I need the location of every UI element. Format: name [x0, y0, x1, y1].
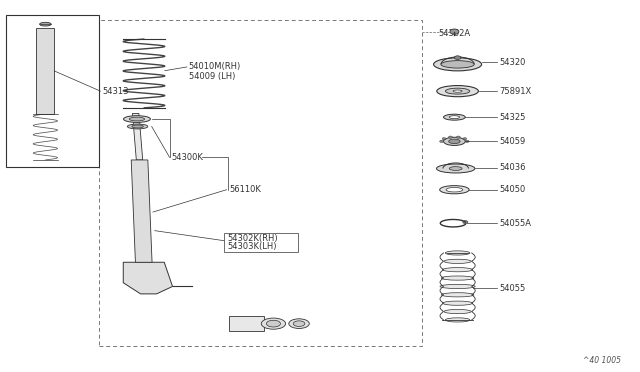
Circle shape: [450, 29, 459, 34]
Ellipse shape: [449, 167, 462, 170]
FancyBboxPatch shape: [36, 28, 54, 114]
Ellipse shape: [266, 320, 280, 327]
Ellipse shape: [434, 58, 481, 71]
Ellipse shape: [436, 164, 475, 173]
Text: 54303K(LH): 54303K(LH): [227, 242, 276, 251]
Ellipse shape: [444, 114, 465, 120]
Bar: [6, 15, 99, 167]
Ellipse shape: [293, 321, 305, 327]
Ellipse shape: [443, 301, 472, 305]
Text: 54059: 54059: [499, 137, 525, 146]
Text: 54055A: 54055A: [499, 219, 531, 228]
Ellipse shape: [129, 117, 145, 121]
Polygon shape: [131, 160, 152, 262]
Polygon shape: [132, 113, 143, 160]
Circle shape: [449, 136, 452, 138]
Ellipse shape: [444, 310, 471, 314]
Ellipse shape: [445, 318, 470, 322]
Text: 54050: 54050: [499, 185, 525, 194]
Ellipse shape: [441, 61, 474, 68]
Ellipse shape: [453, 90, 462, 92]
Text: 54320: 54320: [499, 58, 525, 67]
Text: 54036: 54036: [499, 163, 525, 172]
Circle shape: [456, 136, 460, 138]
Ellipse shape: [440, 186, 469, 194]
Text: 54300K: 54300K: [172, 153, 204, 162]
Circle shape: [440, 140, 444, 142]
Text: 75891X: 75891X: [499, 87, 531, 96]
Bar: [224, 233, 298, 252]
Text: 54302A: 54302A: [438, 29, 470, 38]
Text: 54010M(RH): 54010M(RH): [189, 62, 241, 71]
FancyBboxPatch shape: [228, 316, 264, 331]
Text: 54302K(RH): 54302K(RH): [227, 234, 278, 243]
Bar: [99, 20, 422, 346]
Text: ^40 1005: ^40 1005: [582, 356, 621, 365]
Ellipse shape: [440, 284, 475, 289]
Ellipse shape: [124, 116, 150, 122]
Ellipse shape: [445, 88, 470, 94]
Text: 54313: 54313: [102, 87, 129, 96]
Ellipse shape: [132, 125, 143, 128]
Ellipse shape: [444, 137, 465, 145]
Ellipse shape: [449, 139, 460, 144]
Polygon shape: [124, 262, 173, 294]
Ellipse shape: [442, 293, 474, 297]
Text: 54055: 54055: [499, 284, 525, 293]
Ellipse shape: [127, 124, 148, 129]
Circle shape: [463, 138, 467, 140]
Circle shape: [463, 221, 468, 224]
Ellipse shape: [446, 187, 463, 192]
Ellipse shape: [40, 22, 51, 26]
Ellipse shape: [442, 276, 474, 280]
Text: 56110K: 56110K: [230, 185, 262, 194]
Ellipse shape: [443, 267, 472, 272]
Circle shape: [442, 138, 446, 140]
Ellipse shape: [445, 251, 470, 255]
Text: 54009 (LH): 54009 (LH): [189, 72, 235, 81]
Circle shape: [465, 140, 469, 142]
Ellipse shape: [444, 259, 471, 263]
Ellipse shape: [436, 86, 479, 97]
Text: 54325: 54325: [499, 113, 525, 122]
Ellipse shape: [261, 318, 285, 329]
Ellipse shape: [449, 116, 460, 119]
Circle shape: [454, 56, 461, 60]
Ellipse shape: [289, 319, 309, 328]
